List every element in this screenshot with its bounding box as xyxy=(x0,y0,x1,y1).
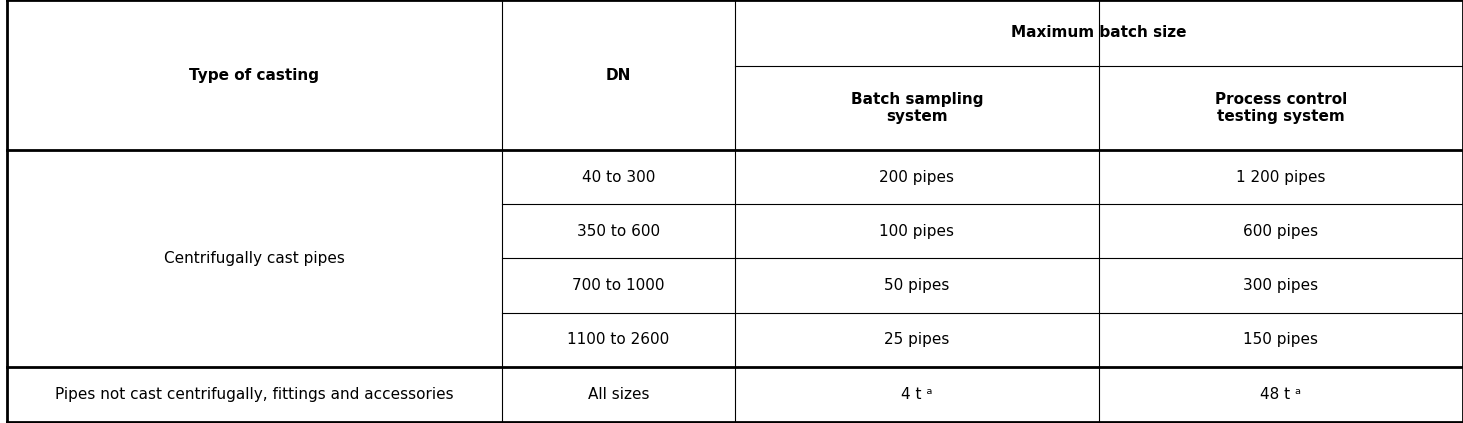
Text: 48 t ᵃ: 48 t ᵃ xyxy=(1261,387,1302,402)
Text: 40 to 300: 40 to 300 xyxy=(582,170,655,185)
Text: 4 t ᵃ: 4 t ᵃ xyxy=(901,387,932,402)
Text: 350 to 600: 350 to 600 xyxy=(576,224,660,239)
Text: 600 pipes: 600 pipes xyxy=(1244,224,1318,239)
Text: Pipes not cast centrifugally, fittings and accessories: Pipes not cast centrifugally, fittings a… xyxy=(54,387,454,402)
Text: DN: DN xyxy=(606,68,631,82)
Text: 700 to 1000: 700 to 1000 xyxy=(572,278,664,293)
Text: 150 pipes: 150 pipes xyxy=(1244,332,1318,347)
Text: Maximum batch size: Maximum batch size xyxy=(1011,25,1186,40)
Text: Process control
testing system: Process control testing system xyxy=(1214,92,1347,124)
Text: 50 pipes: 50 pipes xyxy=(884,278,949,293)
Text: 1100 to 2600: 1100 to 2600 xyxy=(568,332,670,347)
Text: All sizes: All sizes xyxy=(588,387,650,402)
Text: Batch sampling
system: Batch sampling system xyxy=(850,92,983,124)
Text: 100 pipes: 100 pipes xyxy=(879,224,954,239)
Text: 25 pipes: 25 pipes xyxy=(884,332,949,347)
Text: 200 pipes: 200 pipes xyxy=(879,170,954,185)
Text: Centrifugally cast pipes: Centrifugally cast pipes xyxy=(164,251,345,266)
Text: Type of casting: Type of casting xyxy=(189,68,319,82)
Text: 300 pipes: 300 pipes xyxy=(1244,278,1318,293)
Text: 1 200 pipes: 1 200 pipes xyxy=(1236,170,1325,185)
